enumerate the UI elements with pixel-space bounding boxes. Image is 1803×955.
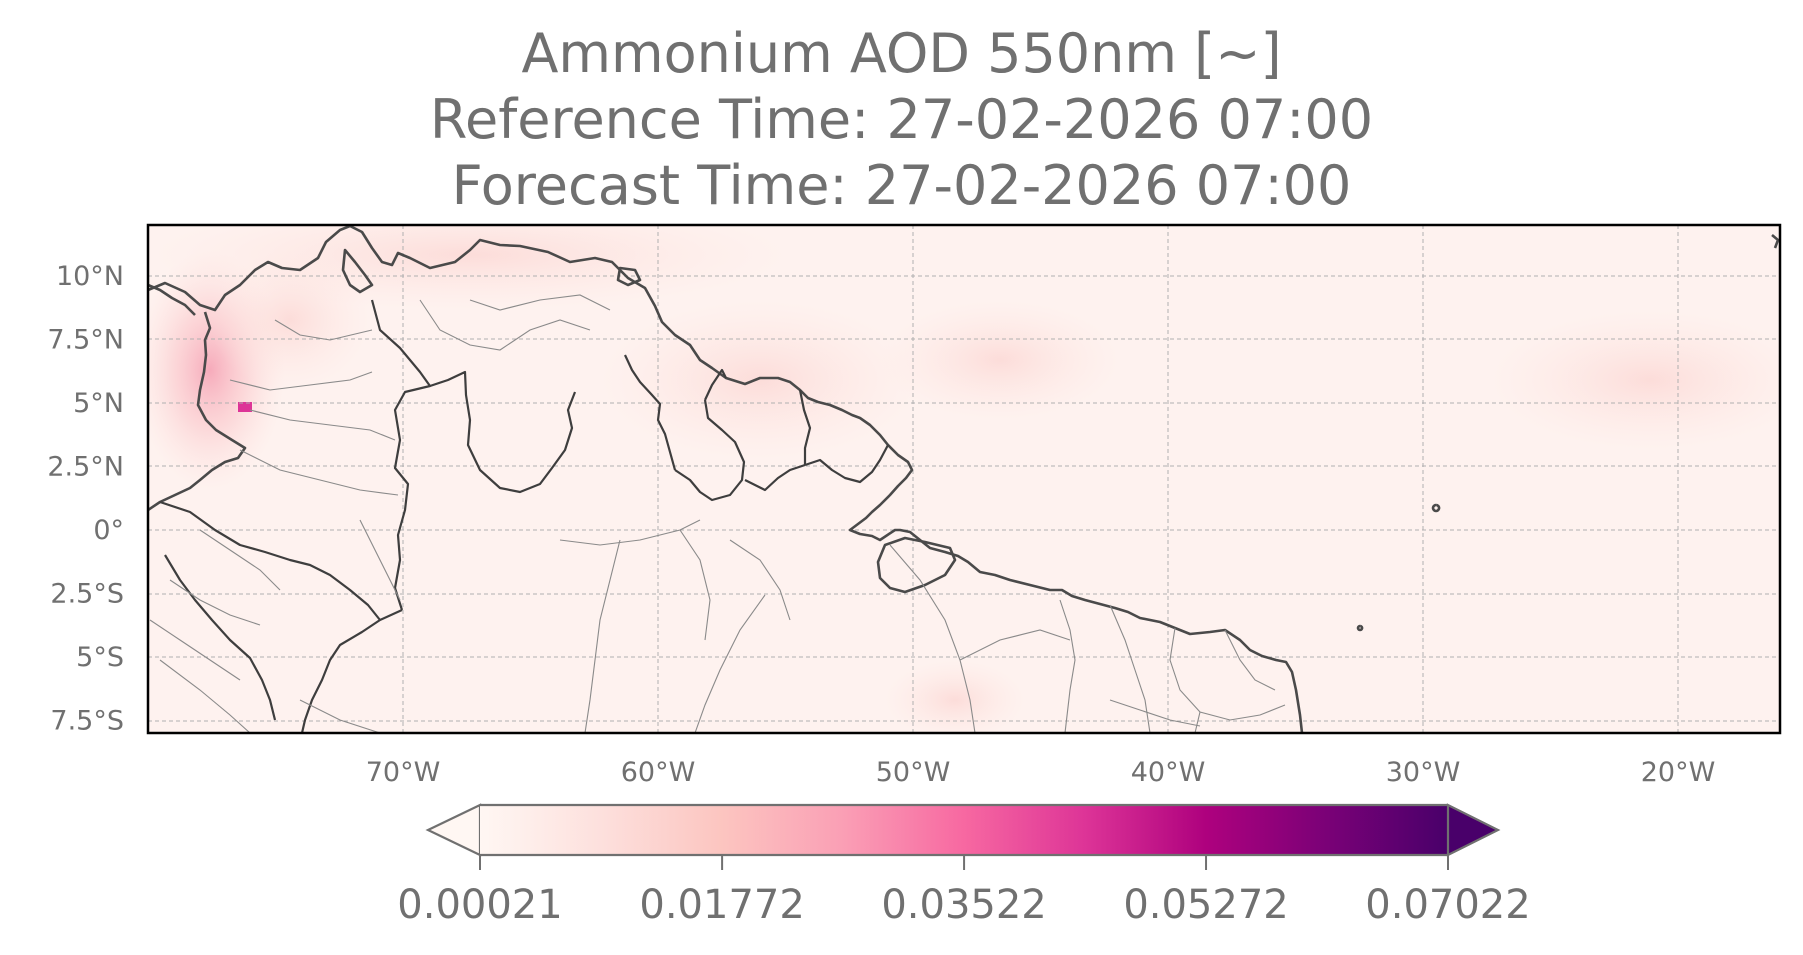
suriname-brazil (744, 463, 806, 492)
colorbar-tick-label: 0.05272 (1123, 882, 1288, 928)
gridlines (148, 225, 1780, 733)
lon-tick-label: 70°W (366, 757, 441, 788)
title-line-3: Forecast Time: 27-02-2026 07:00 (451, 154, 1352, 217)
coastlines (148, 225, 1780, 733)
latitude-labels: 10°N 7.5°N 5°N 2.5°N 0° 2.5°S 5°S 7.5°S (47, 261, 124, 737)
cape-verde-edge (1771, 234, 1780, 249)
colombia-venezuela (370, 299, 432, 611)
lon-tick-label: 20°W (1641, 757, 1716, 788)
lat-tick-label: 0° (93, 515, 124, 546)
venezuela-brazil (429, 370, 577, 494)
lon-tick-label: 50°W (876, 757, 951, 788)
aod-peak (238, 402, 252, 412)
lat-tick-label: 10°N (56, 261, 124, 292)
lat-tick-label: 7.5°S (50, 705, 124, 736)
colorbar-tick-label: 0.01772 (639, 882, 804, 928)
title-line-1: Ammonium AOD 550nm [~] (521, 22, 1282, 85)
panama (148, 283, 196, 316)
colombia-brazil (300, 608, 403, 733)
small-island-1 (1431, 503, 1441, 513)
guyana-suriname (704, 368, 727, 401)
colombia-ecuador-peru (159, 500, 381, 621)
title-line-2: Reference Time: 27-02-2026 07:00 (429, 88, 1374, 151)
guyana-brazil (674, 399, 746, 502)
lake-maracaibo (341, 248, 374, 294)
colorbar-tick-label: 0.07022 (1365, 882, 1530, 928)
suriname-fguiana (798, 389, 812, 465)
lat-tick-label: 7.5°N (47, 324, 124, 355)
lat-tick-label: 2.5°S (50, 578, 124, 609)
lat-tick-label: 5°S (76, 642, 124, 673)
marajo-island (876, 536, 957, 594)
ecuador-peru (164, 554, 277, 721)
colorbar-gradient (480, 805, 1448, 855)
national-borders (159, 299, 889, 733)
state-borders (149, 294, 1286, 733)
lat-tick-label: 5°N (73, 388, 124, 419)
lon-tick-label: 60°W (621, 757, 696, 788)
map-frame (146, 223, 1782, 735)
fguiana-brazil (804, 444, 889, 484)
small-island-2 (1356, 624, 1364, 632)
colorbar-tick-label: 0.00021 (397, 882, 562, 928)
caribbean-coast (148, 225, 1304, 733)
map-panel (146, 223, 1782, 735)
colorbar: 0.00021 0.01772 0.03522 0.05272 0.07022 (397, 803, 1531, 928)
venezuela-guyana (624, 354, 677, 471)
pacific-coast (148, 311, 247, 512)
colorbar-extend-min (425, 803, 482, 857)
colorbar-extend-max (1446, 803, 1501, 857)
trinidad (616, 266, 642, 287)
lat-tick-label: 2.5°N (47, 451, 124, 482)
aod-field (148, 225, 1780, 733)
lon-tick-label: 30°W (1386, 757, 1461, 788)
longitude-labels: 70°W 60°W 50°W 40°W 30°W 20°W (366, 757, 1716, 788)
colorbar-tick-label: 0.03522 (881, 882, 1046, 928)
lon-tick-label: 40°W (1131, 757, 1206, 788)
